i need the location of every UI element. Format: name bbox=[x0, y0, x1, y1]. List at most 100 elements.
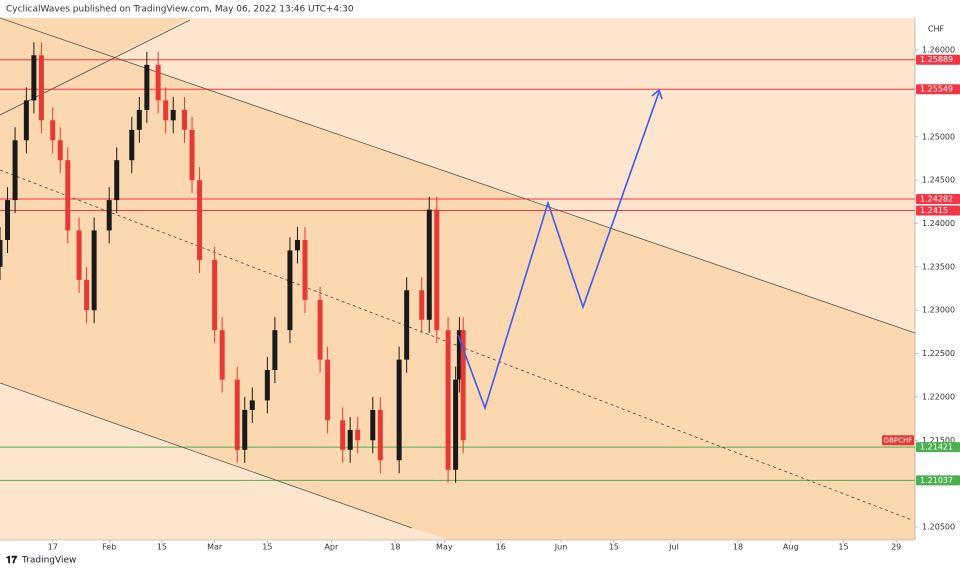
candle-body bbox=[182, 109, 188, 130]
logo-mark: 𝟏𝟕 bbox=[6, 555, 18, 566]
candle-body bbox=[114, 160, 120, 201]
candle-body bbox=[294, 239, 300, 251]
projection-arrow bbox=[651, 88, 663, 100]
x-tick-label: Apr bbox=[324, 543, 339, 552]
candle-body bbox=[434, 209, 440, 331]
candle-body bbox=[12, 140, 18, 201]
candle-body bbox=[170, 109, 176, 121]
candle-body bbox=[50, 120, 56, 141]
symbol-tag bbox=[882, 435, 914, 446]
channel-mid bbox=[0, 169, 913, 521]
candle-body bbox=[460, 330, 466, 441]
candle-body bbox=[317, 299, 323, 360]
candle-body bbox=[5, 200, 11, 240]
candle-body bbox=[91, 230, 97, 311]
candle-body bbox=[456, 330, 462, 380]
y-tick-label: 1.23000 bbox=[922, 306, 955, 315]
x-tick-label: 15 bbox=[838, 543, 848, 552]
x-tick-label: Mar bbox=[207, 543, 223, 552]
x-tick-label: 18 bbox=[390, 543, 400, 552]
level-tag bbox=[916, 84, 960, 95]
axes: 1.26000 1.25000 1.24500 1.24000 1.23500 1.230… bbox=[48, 46, 960, 552]
level-tag-label: 1.21421 bbox=[920, 443, 953, 452]
candle-body bbox=[197, 180, 203, 260]
candle-body bbox=[445, 330, 451, 470]
candle-body bbox=[106, 200, 112, 231]
candle-body bbox=[65, 160, 71, 231]
y-tick-label: 1.24000 bbox=[922, 219, 955, 228]
candle-body bbox=[287, 250, 293, 331]
candle-body bbox=[144, 64, 150, 110]
x-tick-label: 17 bbox=[48, 543, 58, 552]
y-tick-label: 1.25000 bbox=[922, 132, 955, 141]
x-tick-label: 15 bbox=[609, 543, 619, 552]
candle-body bbox=[272, 330, 278, 371]
candle-body bbox=[23, 100, 29, 141]
candle-body bbox=[370, 409, 376, 441]
footer-logo: 𝟏𝟕 bbox=[6, 555, 18, 566]
level-tag bbox=[916, 442, 960, 453]
candle-body bbox=[242, 409, 248, 450]
candle-body bbox=[355, 429, 361, 441]
y-tick-label: 1.22500 bbox=[922, 349, 955, 358]
level-tag bbox=[916, 54, 960, 65]
candle-body bbox=[396, 359, 402, 461]
candle-body bbox=[453, 379, 459, 470]
y-tick-label: 1.20500 bbox=[922, 522, 955, 531]
candle-body bbox=[76, 230, 82, 280]
candle-body bbox=[249, 400, 255, 410]
level-tag bbox=[916, 194, 960, 205]
candle-body bbox=[0, 239, 3, 267]
x-tick-label: 29 bbox=[891, 543, 901, 552]
candle-body bbox=[419, 290, 425, 320]
candle-body bbox=[264, 370, 270, 401]
level-tag-label: 1.25549 bbox=[920, 85, 953, 94]
x-tick-label: Aug bbox=[783, 543, 799, 552]
symbol-tag-label: GBPCHF bbox=[884, 436, 913, 444]
candles bbox=[0, 42, 466, 483]
x-tick-label: 15 bbox=[262, 543, 272, 552]
candle-body bbox=[404, 290, 410, 360]
candle-body bbox=[136, 109, 142, 130]
y-tick-label: 1.22000 bbox=[922, 392, 955, 401]
candle-body bbox=[31, 55, 37, 101]
candle-body bbox=[38, 55, 44, 121]
candle-body bbox=[234, 379, 240, 450]
candle-body bbox=[57, 140, 63, 161]
channel-fill bbox=[0, 18, 915, 540]
candle-body bbox=[84, 279, 90, 311]
level-tag-label: 1.25889 bbox=[920, 55, 953, 64]
x-tick-label: 15 bbox=[157, 543, 167, 552]
level-tag-label: 1.2415 bbox=[920, 206, 948, 215]
x-tick-label: Jul bbox=[668, 543, 679, 552]
x-tick-label: Feb bbox=[102, 543, 116, 552]
candle-body bbox=[129, 129, 135, 161]
level-tag bbox=[916, 475, 960, 486]
footer-brand: TradingView bbox=[21, 556, 76, 566]
candle-body bbox=[219, 330, 225, 380]
candle-body bbox=[302, 239, 308, 300]
candle-body bbox=[426, 209, 432, 320]
level-tag-label: 1.24282 bbox=[920, 195, 953, 204]
currency-label: CHF bbox=[928, 25, 945, 34]
candle-body bbox=[189, 129, 195, 181]
y-tick-label: 1.26000 bbox=[922, 46, 955, 55]
level-tag bbox=[916, 205, 960, 216]
candle-body bbox=[155, 64, 161, 101]
x-tick-label: May bbox=[436, 543, 453, 552]
projection-path bbox=[457, 91, 660, 411]
candle-body bbox=[377, 409, 383, 461]
corner-fill bbox=[0, 18, 190, 115]
x-tick-label: 16 bbox=[496, 543, 506, 552]
channel-lower bbox=[0, 382, 413, 529]
y-tick-label: 1.23500 bbox=[922, 262, 955, 271]
candle-body bbox=[340, 420, 346, 450]
channel-upper bbox=[0, 17, 916, 334]
y-tick-label: 1.24500 bbox=[922, 176, 955, 185]
x-tick-label: Jun bbox=[554, 543, 568, 552]
candle-body bbox=[163, 100, 169, 121]
candle-body bbox=[347, 429, 353, 450]
candle-body bbox=[325, 359, 331, 421]
x-tick-label: 18 bbox=[733, 543, 743, 552]
